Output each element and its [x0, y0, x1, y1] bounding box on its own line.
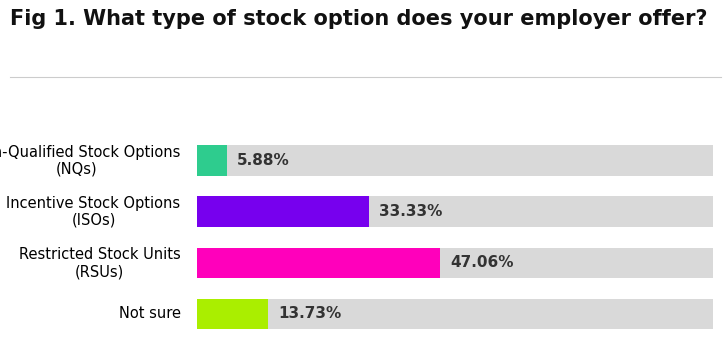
Text: 5.88%: 5.88%	[237, 153, 290, 168]
Bar	[197, 299, 267, 329]
Bar	[197, 299, 713, 329]
Bar	[197, 196, 713, 227]
Text: 33.33%: 33.33%	[379, 204, 443, 219]
Text: Fig 1. What type of stock option does your employer offer?: Fig 1. What type of stock option does yo…	[10, 9, 708, 29]
Bar	[197, 247, 440, 278]
Bar	[197, 247, 713, 278]
Bar	[197, 146, 713, 176]
Bar	[197, 146, 227, 176]
Text: 47.06%: 47.06%	[450, 255, 514, 270]
Text: 13.73%: 13.73%	[278, 306, 341, 321]
Bar	[197, 196, 369, 227]
